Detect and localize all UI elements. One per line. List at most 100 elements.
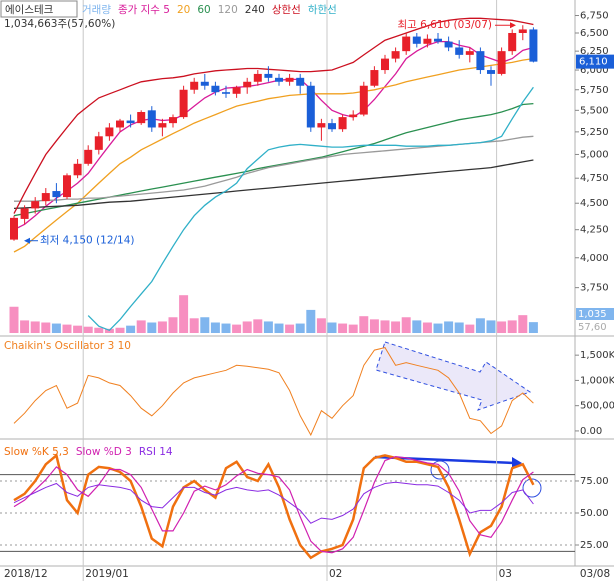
candle-body: [84, 149, 93, 164]
volume-bar: [30, 321, 40, 333]
volume-bar: [369, 319, 379, 333]
y-tick-label: 75.00: [580, 476, 609, 487]
legend-entry: Slow %D 3: [76, 446, 132, 458]
y-tick-label: 0.00: [580, 426, 602, 437]
legend-entry: 상한선: [272, 4, 301, 16]
volume-bar: [454, 322, 464, 333]
candle-body: [137, 112, 146, 124]
x-tick-label: 02: [329, 568, 342, 580]
candle-body: [253, 73, 262, 82]
candle-body: [169, 117, 177, 124]
volume-info: 1,034,663주(57,60%): [4, 18, 115, 30]
volume-bar: [316, 318, 326, 333]
volume-bar: [528, 322, 538, 333]
y-tick-label: 4,500: [580, 198, 609, 209]
candle-body: [349, 114, 358, 118]
y-tick-label: 6,000: [580, 65, 609, 76]
candle-body: [63, 175, 71, 198]
candle-body: [328, 123, 336, 130]
candle-body: [147, 110, 156, 128]
x-tick-label: 03: [499, 568, 512, 580]
candle-body: [126, 120, 135, 124]
volume-bar: [444, 321, 454, 333]
legend-entry: 거래량: [82, 4, 111, 16]
name-box: [0, 0, 78, 18]
volume-bar: [465, 324, 475, 333]
volume-bar: [189, 318, 199, 333]
volume-bar: [401, 317, 411, 333]
x-end-label: 03/08: [580, 568, 610, 580]
ma-line: [13, 159, 534, 210]
volume-bar: [295, 323, 305, 333]
candle-body: [518, 29, 527, 33]
candle-body: [10, 217, 18, 240]
candle-body: [275, 77, 283, 82]
candle-body: [370, 70, 379, 86]
y-tick-label: 4,750: [580, 173, 609, 184]
volume-bar: [62, 324, 72, 333]
candle-body: [222, 92, 230, 94]
ma-line: [13, 17, 534, 214]
candle-body: [381, 58, 389, 71]
indicator-line: [13, 481, 534, 524]
trend-arrow: [375, 341, 532, 411]
y-tick-label: 6,750: [580, 11, 609, 22]
legend-entry: 종가 지수 5: [118, 4, 170, 16]
candle-body: [158, 123, 167, 128]
candle-body: [232, 87, 241, 94]
indicator-line: [13, 347, 534, 437]
x-tick-label: 2018/12: [4, 568, 48, 580]
volume-bar: [327, 322, 337, 333]
candle-body: [41, 193, 50, 202]
candle-body: [296, 77, 305, 86]
ma-line: [13, 57, 534, 253]
annotation: 최고 6,610 (03/07): [397, 19, 492, 31]
y-tick-label: 5,500: [580, 105, 609, 116]
volume-bar: [359, 316, 369, 333]
indicator-line: [13, 455, 534, 554]
volume-bar: [412, 320, 422, 333]
volume-bar: [306, 309, 316, 333]
candle-body: [317, 123, 326, 128]
y-tick-label: 500,000: [580, 401, 614, 412]
y-tick-label: 6,500: [580, 28, 609, 39]
volume-bar: [263, 321, 273, 333]
price-tag: [576, 54, 614, 69]
candle-body: [487, 70, 495, 74]
candle-body: [497, 51, 506, 74]
panel-title: Chaikin's Oscillator 3 10: [4, 340, 131, 352]
annotation: 최저 4,150 (12/14): [40, 235, 135, 247]
volume-bar: [83, 326, 93, 333]
volume-bar: [348, 324, 358, 333]
volume-bar: [115, 327, 125, 333]
volume-bar: [41, 322, 51, 333]
highlight-circle: [430, 460, 450, 480]
volume-bar: [200, 317, 210, 333]
volume-bar: [507, 320, 517, 333]
volume-bar: [126, 325, 136, 333]
legend-entry: 60: [197, 4, 210, 16]
legend-entry: 240: [245, 4, 265, 16]
legend-entry: 하한선: [308, 3, 337, 16]
ma-line: [87, 86, 534, 332]
candle-body: [31, 201, 40, 209]
y-tick-label: 6,250: [580, 46, 609, 57]
candle-body: [359, 85, 368, 115]
candle-body: [306, 85, 315, 128]
y-tick-label: 50.00: [580, 508, 609, 519]
volume-bar: [338, 323, 348, 333]
legend-entry: 20: [177, 4, 190, 16]
candle-body: [508, 32, 517, 52]
candle-body: [73, 163, 82, 176]
legend-entry: RSI 14: [139, 446, 173, 458]
volume-last-label: 57,60: [578, 322, 607, 333]
candle-body: [423, 38, 432, 44]
candle-body: [243, 81, 252, 88]
volume-bar: [20, 320, 30, 333]
volume-bar: [380, 320, 390, 333]
candle-body: [391, 51, 400, 59]
legend-entry: Slow %K 5,3: [4, 446, 69, 458]
candle-body: [190, 81, 199, 90]
candle-body: [434, 38, 442, 42]
